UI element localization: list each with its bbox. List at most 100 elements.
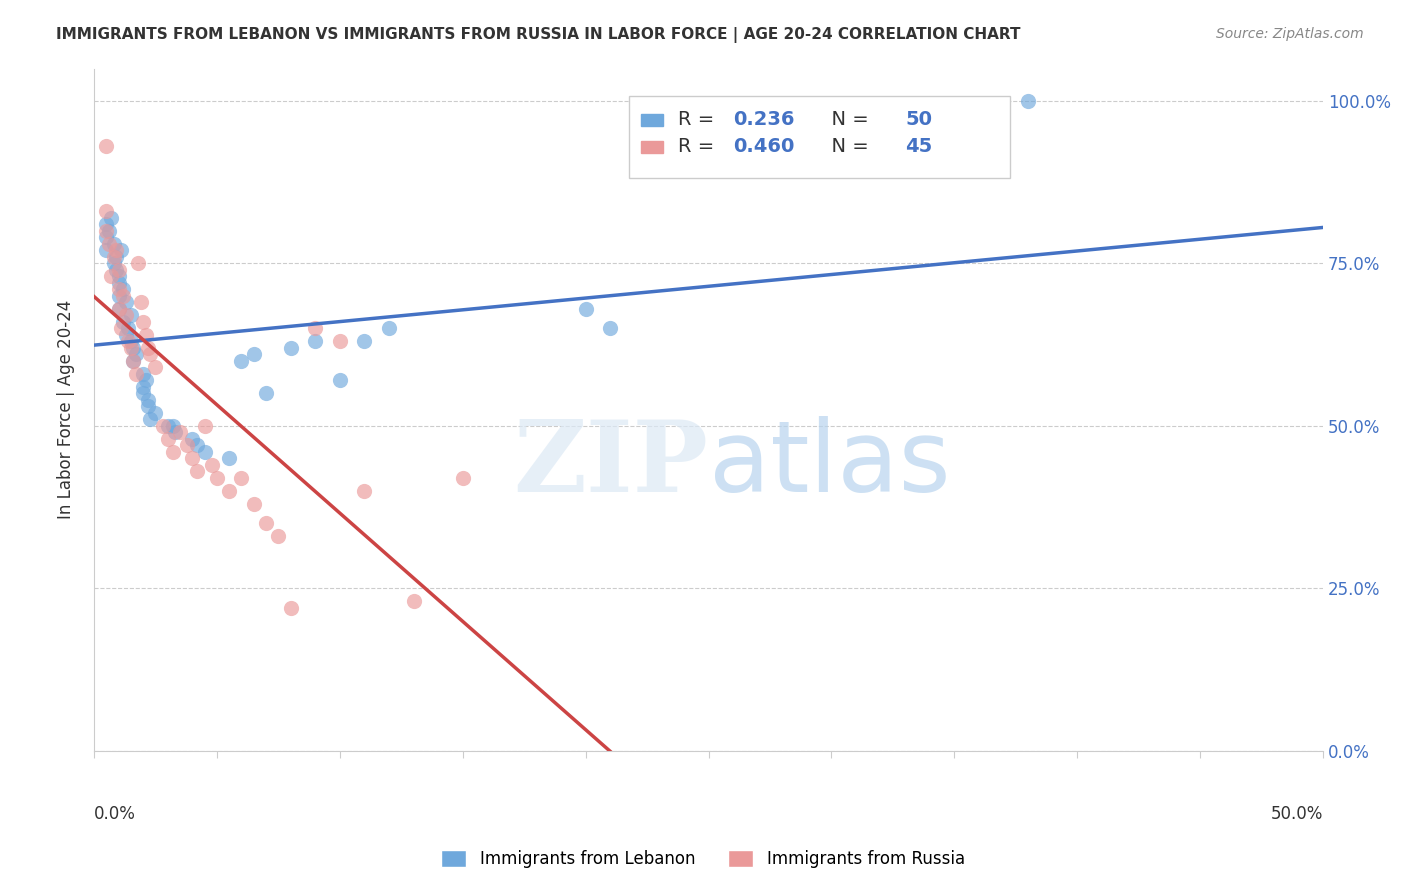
Point [353,483,375,498]
FancyBboxPatch shape [641,113,664,126]
Point [97,236,120,251]
Point [97,224,120,238]
Legend: Immigrants from Lebanon, Immigrants from Russia: Immigrants from Lebanon, Immigrants from… [434,843,972,875]
Point [267,529,290,543]
Point [112,282,135,296]
Point [152,418,174,433]
Point [96,139,118,153]
Point [218,483,240,498]
Point [231,471,253,485]
Point [103,256,125,270]
Point [112,289,135,303]
Point [107,263,129,277]
Point [329,373,352,387]
Text: 50.0%: 50.0% [1271,805,1323,823]
Point [115,327,138,342]
Point [136,399,159,413]
Point [96,218,118,232]
Point [218,451,240,466]
Point [96,204,118,219]
Point [117,334,139,349]
Point [205,471,228,485]
Point [193,444,215,458]
Point [169,425,191,440]
Point [115,295,138,310]
Point [107,289,129,303]
Point [1017,94,1039,108]
Text: N =: N = [820,111,875,129]
Point [353,334,375,349]
Point [96,224,118,238]
Point [575,301,598,316]
Point [132,315,155,329]
FancyBboxPatch shape [641,141,664,153]
Point [122,353,145,368]
Point [201,458,224,472]
Point [112,315,135,329]
Point [96,244,118,258]
Point [165,425,187,440]
Text: IMMIGRANTS FROM LEBANON VS IMMIGRANTS FROM RUSSIA IN LABOR FORCE | AGE 20-24 COR: IMMIGRANTS FROM LEBANON VS IMMIGRANTS FR… [56,27,1021,43]
Point [136,392,159,407]
Point [145,406,167,420]
Point [402,594,425,608]
Point [162,444,184,458]
Point [105,244,128,258]
Point [105,250,128,264]
Point [117,321,139,335]
Point [242,497,264,511]
Point [145,360,167,375]
Point [107,269,129,284]
Point [280,341,302,355]
Point [107,301,129,316]
Point [107,301,129,316]
Text: Source: ZipAtlas.com: Source: ZipAtlas.com [1216,27,1364,41]
Point [125,347,148,361]
Text: ZIP: ZIP [513,416,709,513]
Point [181,451,204,466]
Point [132,386,155,401]
Point [193,418,215,433]
Text: atlas: atlas [709,416,950,513]
Point [254,386,277,401]
Point [107,282,129,296]
Point [105,263,128,277]
Point [451,471,474,485]
Point [132,367,155,381]
Point [110,321,132,335]
FancyBboxPatch shape [628,95,1010,178]
Point [599,321,621,335]
Point [242,347,264,361]
Point [115,309,138,323]
Point [127,256,149,270]
Point [304,321,326,335]
Point [329,334,352,349]
Text: N =: N = [820,137,875,156]
Point [120,309,142,323]
Point [125,367,148,381]
Point [120,341,142,355]
Text: 0.0%: 0.0% [94,805,136,823]
Point [181,432,204,446]
Point [120,334,142,349]
Point [378,321,401,335]
Point [129,295,152,310]
Point [231,353,253,368]
Point [162,418,184,433]
Text: 0.236: 0.236 [733,111,794,129]
Point [186,438,208,452]
Point [100,269,122,284]
Point [107,276,129,290]
Point [136,341,159,355]
Point [186,464,208,478]
Point [176,438,198,452]
Point [103,236,125,251]
Point [132,380,155,394]
Point [100,211,122,225]
Point [122,353,145,368]
Point [280,600,302,615]
Point [139,347,162,361]
Point [156,432,179,446]
Point [254,516,277,531]
Point [96,230,118,244]
